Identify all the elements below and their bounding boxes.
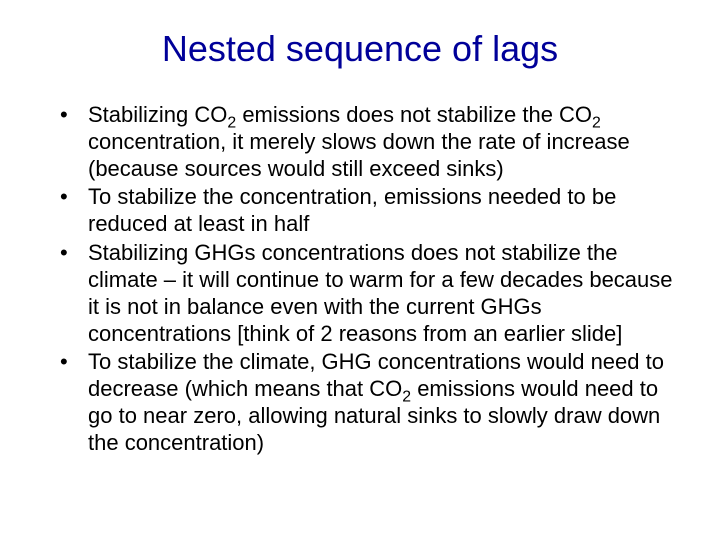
- bullet-item: Stabilizing CO2 emissions does not stabi…: [60, 102, 680, 182]
- bullet-list: Stabilizing CO2 emissions does not stabi…: [60, 102, 680, 457]
- bullet-text: To stabilize the concentration, emission…: [88, 184, 616, 236]
- bullet-text-part: concentration, it merely slows down the …: [88, 129, 630, 181]
- bullet-text-part: emissions does not stabilize the CO: [236, 102, 592, 127]
- bullet-text: Stabilizing GHGs concentrations does not…: [88, 240, 673, 345]
- bullet-item: Stabilizing GHGs concentrations does not…: [60, 240, 680, 347]
- slide: Nested sequence of lags Stabilizing CO2 …: [0, 0, 720, 540]
- bullet-item: To stabilize the concentration, emission…: [60, 184, 680, 238]
- bullet-text-part: Stabilizing CO: [88, 102, 227, 127]
- bullet-item: To stabilize the climate, GHG concentrat…: [60, 349, 680, 456]
- slide-title: Nested sequence of lags: [40, 28, 680, 70]
